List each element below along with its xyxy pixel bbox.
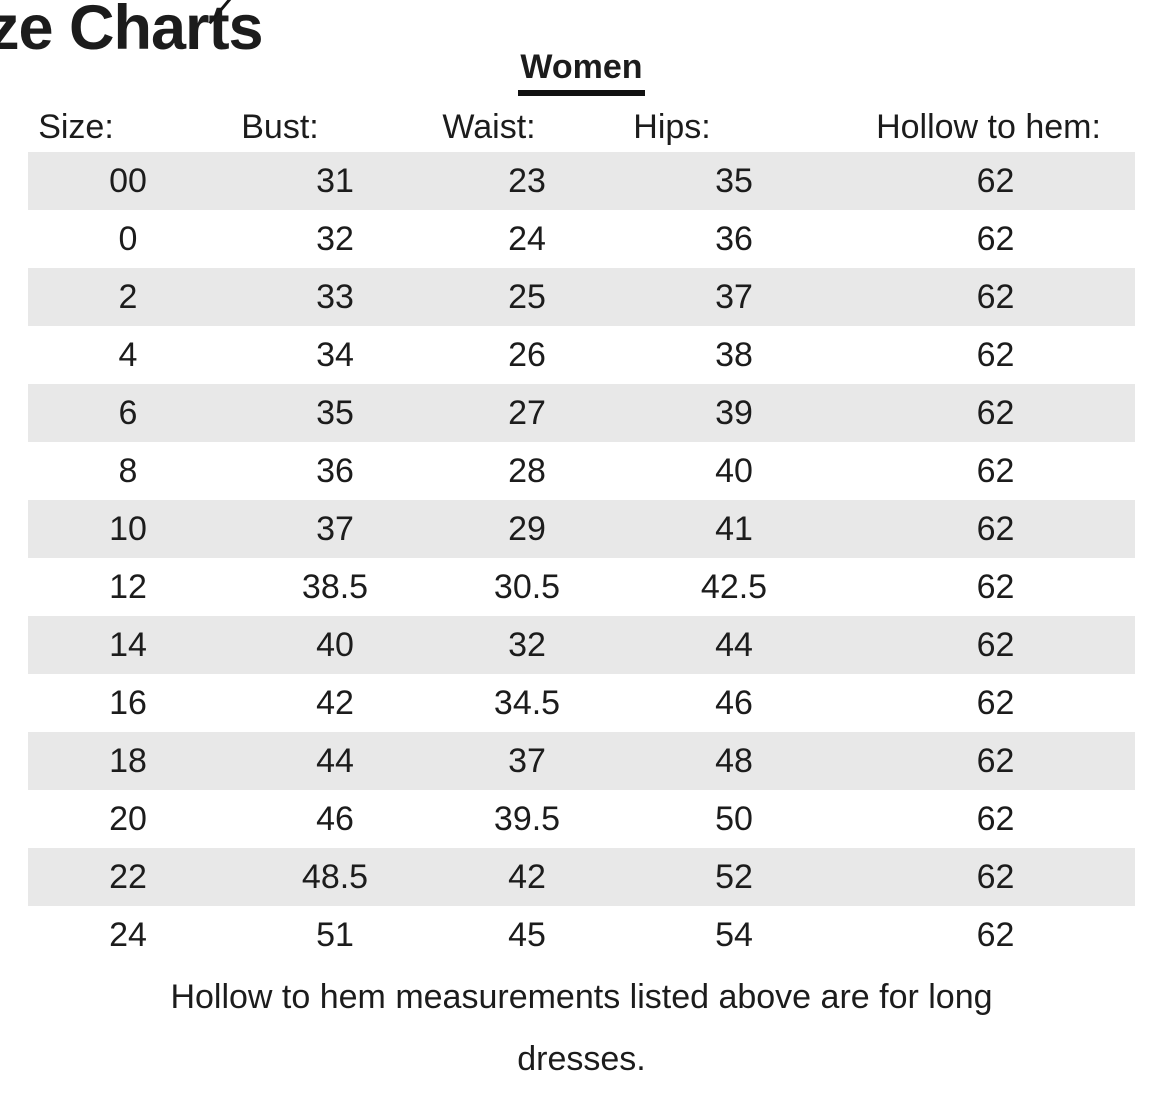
column-header-hips: Hips: bbox=[633, 107, 711, 146]
table-cell: 62 bbox=[976, 335, 1015, 374]
table-row: 00 31 23 35 62 bbox=[28, 152, 1135, 210]
table-cell: 62 bbox=[976, 451, 1015, 490]
table-cell: 32 bbox=[316, 219, 354, 258]
table-cell: 40 bbox=[316, 625, 354, 664]
table-cell: 46 bbox=[715, 683, 753, 722]
table-cell: 42 bbox=[316, 683, 354, 722]
table-cell: 38.5 bbox=[301, 567, 369, 606]
table-cell: 62 bbox=[976, 857, 1015, 896]
column-header-bust: Bust: bbox=[241, 107, 319, 146]
table-cell: 51 bbox=[316, 915, 354, 954]
size-table-body: 00 31 23 35 62 0 32 24 36 62 2 33 25 37 62 4 34 26 38 62 6 35… bbox=[28, 152, 1135, 964]
column-header-waist: Waist: bbox=[442, 107, 536, 146]
table-cell: 27 bbox=[508, 393, 546, 432]
table-cell: 62 bbox=[976, 741, 1015, 780]
table-cell: 29 bbox=[508, 509, 546, 548]
table-row: 22 48.5 42 52 62 bbox=[28, 848, 1135, 906]
table-cell: 62 bbox=[976, 567, 1015, 606]
table-cell: 62 bbox=[976, 393, 1015, 432]
table-cell: 33 bbox=[316, 277, 354, 316]
table-cell: 30.5 bbox=[493, 567, 561, 606]
column-header-hollow-to-hem: Hollow to hem: bbox=[876, 107, 1101, 146]
table-cell: 00 bbox=[109, 161, 147, 200]
table-cell: 4 bbox=[118, 335, 138, 374]
table-row: 8 36 28 40 62 bbox=[28, 442, 1135, 500]
table-cell: 2 bbox=[118, 277, 138, 316]
table-cell: 16 bbox=[109, 683, 147, 722]
table-cell: 37 bbox=[508, 741, 546, 780]
table-cell: 20 bbox=[109, 799, 147, 838]
table-row: 12 38.5 30.5 42.5 62 bbox=[28, 558, 1135, 616]
table-cell: 38 bbox=[715, 335, 753, 374]
table-cell: 37 bbox=[316, 509, 354, 548]
table-cell: 46 bbox=[316, 799, 354, 838]
footer-note-line-2: dresses. bbox=[517, 1040, 646, 1078]
table-row: 10 37 29 41 62 bbox=[28, 500, 1135, 558]
table-cell: 34.5 bbox=[493, 683, 561, 722]
table-row: 20 46 39.5 50 62 bbox=[28, 790, 1135, 848]
table-cell: 62 bbox=[976, 219, 1015, 258]
table-cell: 48.5 bbox=[301, 857, 369, 896]
table-cell: 6 bbox=[118, 393, 138, 432]
footer-note: Hollow to hem measurements listed above … bbox=[28, 966, 1135, 1090]
section-title-women: Women bbox=[518, 48, 645, 96]
table-cell: 36 bbox=[715, 219, 753, 258]
table-cell: 24 bbox=[109, 915, 147, 954]
table-cell: 35 bbox=[316, 393, 354, 432]
table-row: 24 51 45 54 62 bbox=[28, 906, 1135, 964]
column-header-size: Size: bbox=[38, 107, 114, 146]
table-cell: 48 bbox=[715, 741, 753, 780]
table-cell: 14 bbox=[109, 625, 147, 664]
table-cell: 44 bbox=[715, 625, 753, 664]
table-cell: 32 bbox=[508, 625, 546, 664]
table-row: 2 33 25 37 62 bbox=[28, 268, 1135, 326]
table-cell: 62 bbox=[976, 625, 1015, 664]
table-row: 4 34 26 38 62 bbox=[28, 326, 1135, 384]
table-cell: 52 bbox=[715, 857, 753, 896]
table-cell: 34 bbox=[316, 335, 354, 374]
table-cell: 40 bbox=[715, 451, 753, 490]
table-cell: 0 bbox=[118, 219, 138, 258]
table-cell: 26 bbox=[508, 335, 546, 374]
table-cell: 35 bbox=[715, 161, 753, 200]
table-cell: 22 bbox=[109, 857, 147, 896]
table-cell: 36 bbox=[316, 451, 354, 490]
table-cell: 10 bbox=[109, 509, 147, 548]
table-cell: 50 bbox=[715, 799, 753, 838]
table-header-row: Size: Bust: Waist: Hips: Hollow to hem: bbox=[28, 102, 1135, 152]
table-cell: 45 bbox=[508, 915, 546, 954]
table-cell: 62 bbox=[976, 277, 1015, 316]
table-cell: 31 bbox=[316, 161, 354, 200]
table-cell: 24 bbox=[508, 219, 546, 258]
section-title-row: Women bbox=[28, 48, 1135, 96]
table-row: 6 35 27 39 62 bbox=[28, 384, 1135, 442]
table-cell: 39 bbox=[715, 393, 753, 432]
table-row: 18 44 37 48 62 bbox=[28, 732, 1135, 790]
table-cell: 62 bbox=[976, 915, 1015, 954]
table-cell: 42 bbox=[508, 857, 546, 896]
table-cell: 62 bbox=[976, 161, 1015, 200]
table-cell: 44 bbox=[316, 741, 354, 780]
table-cell: 12 bbox=[109, 567, 147, 606]
table-cell: 28 bbox=[508, 451, 546, 490]
table-cell: 39.5 bbox=[493, 799, 561, 838]
table-row: 14 40 32 44 62 bbox=[28, 616, 1135, 674]
table-cell: 18 bbox=[109, 741, 147, 780]
table-cell: 42.5 bbox=[700, 567, 768, 606]
table-row: 0 32 24 36 62 bbox=[28, 210, 1135, 268]
women-size-table: Size: Bust: Waist: Hips: Hollow to hem: … bbox=[28, 102, 1135, 964]
table-cell: 41 bbox=[715, 509, 753, 548]
table-cell: 25 bbox=[508, 277, 546, 316]
table-cell: 62 bbox=[976, 683, 1015, 722]
table-row: 16 42 34.5 46 62 bbox=[28, 674, 1135, 732]
table-cell: 23 bbox=[508, 161, 546, 200]
table-cell: 54 bbox=[715, 915, 753, 954]
table-cell: 37 bbox=[715, 277, 753, 316]
table-cell: 8 bbox=[118, 451, 138, 490]
table-cell: 62 bbox=[976, 799, 1015, 838]
footer-note-line-1: Hollow to hem measurements listed above … bbox=[170, 978, 993, 1016]
table-cell: 62 bbox=[976, 509, 1015, 548]
